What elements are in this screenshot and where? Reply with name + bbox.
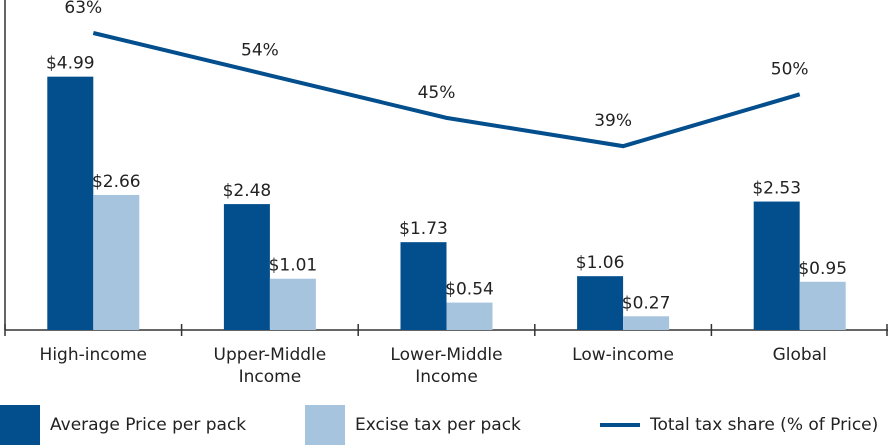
line-label: 39% [594,111,632,131]
legend-swatch [0,405,40,445]
x-tick-label: Low-income [572,345,675,365]
line-label: 50% [771,59,809,79]
legend-label: Total tax share (% of Price) [650,415,879,435]
bar [269,278,316,330]
x-tick-label: Upper-Middle Income [213,345,327,387]
legend-label: Average Price per pack [50,415,247,435]
bar [623,316,670,330]
data-label: $0.95 [798,259,847,279]
bar [446,302,493,330]
data-label: $1.73 [399,219,448,239]
data-label: $2.66 [92,172,141,192]
bar [223,204,270,330]
x-tick-label: Lower-Middle Income [390,345,503,387]
bar [93,194,140,330]
bar [47,76,94,331]
legend-label: Excise tax per pack [355,415,521,435]
x-tick-label: Global [772,345,827,365]
data-label: $1.01 [269,256,318,276]
data-label: $0.54 [445,280,494,300]
data-label: $1.06 [576,253,625,273]
line [92,31,801,149]
line-label: 54% [241,40,279,60]
x-tick-label: High-income [39,345,148,365]
bar [799,281,846,330]
data-label: $0.27 [622,293,671,313]
line-label: 45% [418,83,456,103]
data-label: $2.48 [223,181,272,201]
legend-swatch [305,405,345,445]
bar [400,242,447,330]
data-label: $2.53 [752,179,801,199]
bar [577,276,624,330]
line-label: 63% [64,0,102,18]
bar [753,201,800,330]
data-label: $4.99 [46,54,95,74]
